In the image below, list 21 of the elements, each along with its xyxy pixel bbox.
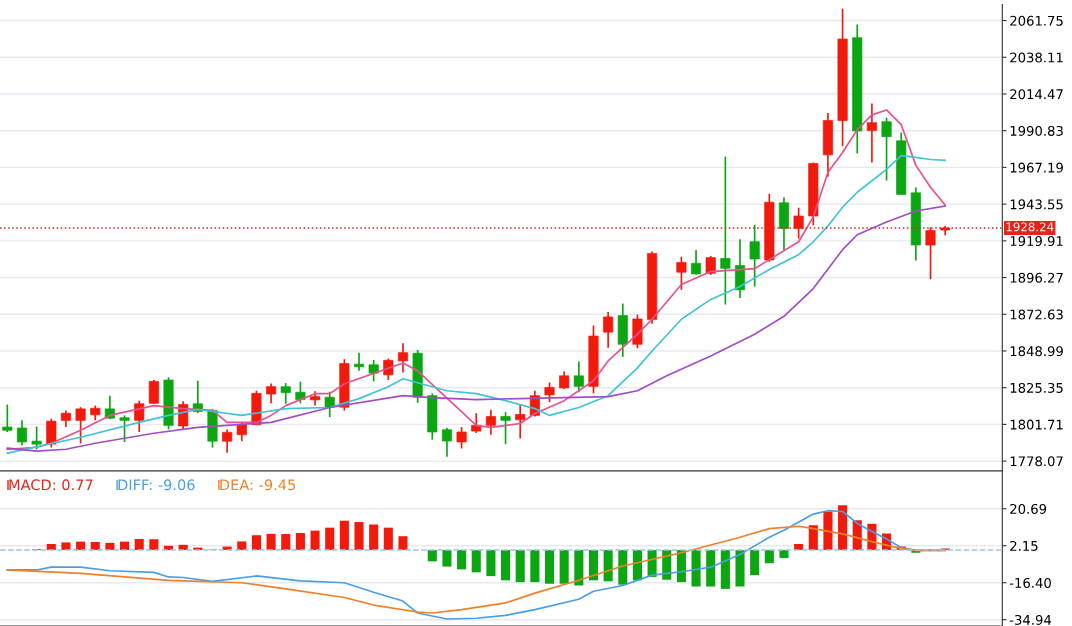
y-tick-label: 1943.55 [1010, 199, 1063, 210]
y-tick-label: 20.69 [1010, 503, 1047, 514]
y-tick-label: 1848.99 [1010, 346, 1063, 357]
ref-line-label: 1928.24 [1006, 222, 1054, 232]
y-tick-label: -34.94 [1009, 614, 1052, 625]
y-tick-label: 1896.27 [1010, 272, 1063, 283]
y-tick-label: 1990.83 [1010, 125, 1063, 136]
y-tick-label: -16.40 [1009, 577, 1051, 588]
y-tick-label: 1872.63 [1010, 309, 1063, 320]
y-tick-label: 1919.91 [1010, 236, 1063, 247]
y-tick-label: 2.15 [1010, 540, 1038, 551]
y-tick-label: 1825.35 [1010, 382, 1063, 393]
legend-label: DEA: -9.45 [220, 479, 296, 491]
y-tick-label: 2038.11 [1010, 52, 1063, 63]
legend-label: MACD: 0.77 [9, 479, 93, 491]
legend-label: DIFF: -9.06 [118, 479, 195, 491]
y-tick-label: 2014.47 [1010, 89, 1063, 100]
y-tick-label: 1801.71 [1010, 419, 1063, 430]
y-tick-label: 1967.19 [1010, 162, 1063, 173]
y-tick-label: 1778.07 [1010, 456, 1063, 467]
y-tick-label: 2061.75 [1010, 15, 1063, 26]
